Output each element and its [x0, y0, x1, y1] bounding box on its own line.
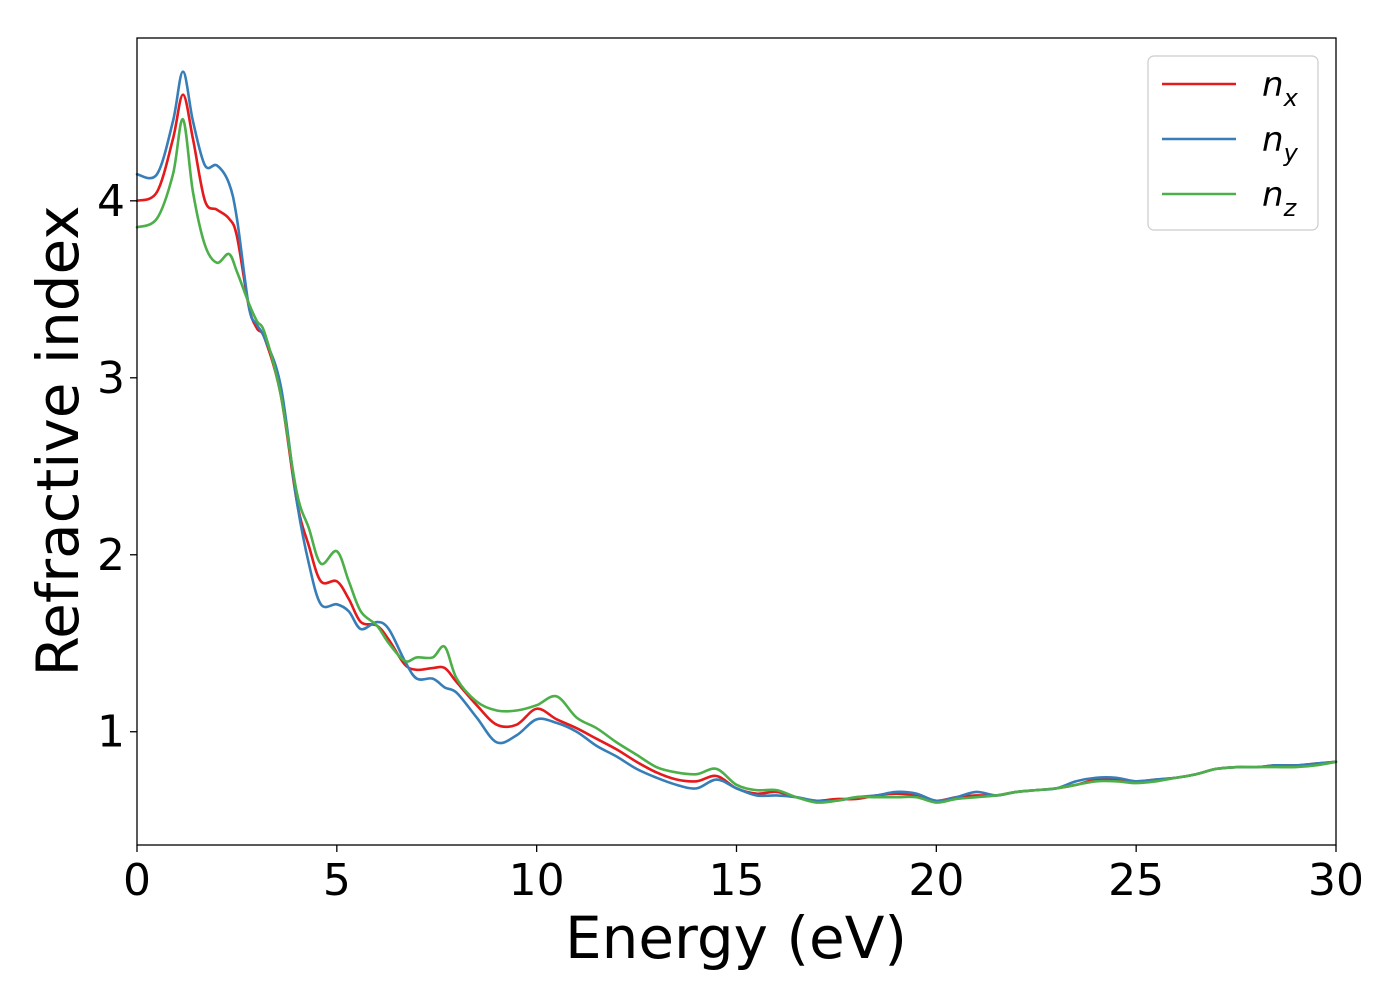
- x-tick-label: 20: [908, 855, 964, 906]
- legend-box: [1147, 55, 1319, 231]
- series-line-n-z: [135, 118, 1338, 804]
- x-axis-title: Energy (eV): [565, 904, 907, 972]
- legend-label-n-z: nz: [1262, 175, 1298, 222]
- x-tick-label: 5: [323, 855, 351, 906]
- x-tick-label: 25: [1108, 855, 1164, 906]
- legend-label-n-y: ny: [1262, 120, 1299, 167]
- legend-label-n-x: nx: [1262, 65, 1299, 112]
- x-tick-label: 10: [509, 855, 565, 906]
- legend-label-subscript: z: [1283, 194, 1298, 222]
- legend-label-subscript: y: [1283, 139, 1299, 167]
- y-axis-title: Refractive index: [24, 205, 92, 676]
- x-axis-ticks: 0 5 10 15 20 25 30: [123, 845, 1364, 906]
- y-tick-label: 4: [97, 176, 125, 227]
- y-axis-ticks: 1 2 3 4: [97, 176, 137, 758]
- legend-label-base: n: [1262, 65, 1284, 105]
- y-tick-label: 1: [97, 707, 125, 758]
- y-tick-label: 3: [97, 353, 125, 404]
- legend-label-subscript: x: [1283, 84, 1299, 112]
- x-tick-label: 15: [709, 855, 765, 906]
- series-layer: [135, 70, 1338, 804]
- legend-label-base: n: [1262, 120, 1284, 160]
- x-tick-label: 30: [1308, 855, 1364, 906]
- x-tick-label: 0: [123, 855, 151, 906]
- y-tick-label: 2: [97, 530, 125, 581]
- plot-area: [137, 38, 1336, 845]
- legend-label-base: n: [1262, 175, 1284, 215]
